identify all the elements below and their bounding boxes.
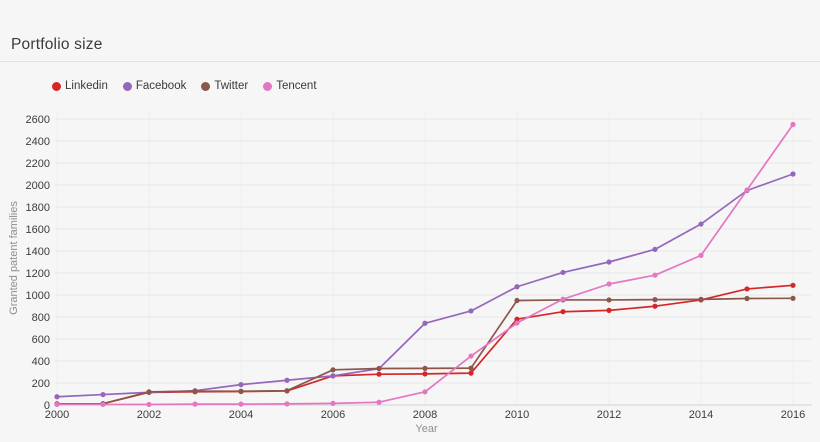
data-point-facebook[interactable] xyxy=(284,377,290,383)
data-point-tencent[interactable] xyxy=(790,121,796,128)
legend-marker-icon xyxy=(201,81,211,91)
data-point-tencent[interactable] xyxy=(698,252,704,258)
y-tick-label: 400 xyxy=(32,356,50,368)
panel-header: Portfolio size xyxy=(0,0,820,62)
x-tick-label: 2014 xyxy=(689,409,713,421)
data-point-tencent[interactable] xyxy=(514,320,520,326)
data-point-linkedin[interactable] xyxy=(468,370,474,376)
page-title: Portfolio size xyxy=(11,36,103,53)
y-tick-label: 0 xyxy=(44,400,50,412)
x-tick-label: 2008 xyxy=(413,409,437,421)
y-axis-title: Granted patent families xyxy=(8,201,20,315)
data-point-tencent[interactable] xyxy=(468,353,474,359)
legend-item-facebook[interactable]: Facebook xyxy=(122,80,187,92)
data-point-twitter[interactable] xyxy=(146,389,152,395)
data-point-linkedin[interactable] xyxy=(376,371,382,377)
data-point-linkedin[interactable] xyxy=(606,307,612,313)
x-tick-label: 2006 xyxy=(321,409,345,421)
x-tick-label: 2010 xyxy=(505,409,529,421)
data-point-tencent[interactable] xyxy=(284,401,290,407)
data-point-facebook[interactable] xyxy=(422,320,428,326)
data-point-twitter[interactable] xyxy=(192,388,198,394)
x-tick-label: 2002 xyxy=(137,409,161,421)
legend-label: Facebook xyxy=(135,80,187,92)
data-point-tencent[interactable] xyxy=(100,401,106,408)
data-point-linkedin[interactable] xyxy=(560,309,566,315)
data-point-twitter[interactable] xyxy=(606,297,612,303)
data-point-linkedin[interactable] xyxy=(422,371,428,377)
data-point-tencent[interactable] xyxy=(376,399,382,405)
data-point-tencent[interactable] xyxy=(238,401,244,407)
data-point-tencent[interactable] xyxy=(54,401,60,408)
data-point-twitter[interactable] xyxy=(790,295,796,301)
x-tick-label: 2016 xyxy=(781,409,805,421)
legend-item-twitter[interactable]: Twitter xyxy=(201,80,248,92)
y-tick-label: 1600 xyxy=(26,224,50,236)
y-tick-label: 2000 xyxy=(26,180,50,192)
data-point-facebook[interactable] xyxy=(560,269,566,276)
x-tick-label: 2012 xyxy=(597,409,621,421)
data-point-facebook[interactable] xyxy=(606,259,612,265)
legend-label: Linkedin xyxy=(65,80,108,92)
legend-item-linkedin[interactable]: Linkedin xyxy=(52,80,108,92)
data-point-twitter[interactable] xyxy=(698,296,704,302)
data-point-linkedin[interactable] xyxy=(514,316,520,322)
data-point-facebook[interactable] xyxy=(698,221,704,227)
y-tick-label: 600 xyxy=(32,334,50,346)
y-tick-label: 200 xyxy=(32,378,50,390)
data-point-tencent[interactable] xyxy=(422,389,428,395)
y-tick-label: 2200 xyxy=(26,158,50,170)
data-point-linkedin[interactable] xyxy=(744,286,750,292)
y-tick-label: 1000 xyxy=(26,290,50,302)
data-point-twitter[interactable] xyxy=(652,297,658,303)
data-point-linkedin[interactable] xyxy=(790,282,796,288)
legend-marker-icon xyxy=(122,81,132,91)
data-point-twitter[interactable] xyxy=(238,388,244,394)
y-tick-label: 2600 xyxy=(26,114,50,126)
data-point-twitter[interactable] xyxy=(468,365,474,371)
legend-item-tencent[interactable]: Tencent xyxy=(263,80,317,92)
data-point-tencent[interactable] xyxy=(330,400,336,406)
data-point-facebook[interactable] xyxy=(54,394,60,400)
y-tick-label: 2400 xyxy=(26,136,50,148)
data-point-linkedin[interactable] xyxy=(652,303,658,309)
y-tick-label: 1400 xyxy=(26,246,50,258)
data-point-tencent[interactable] xyxy=(146,401,152,408)
data-point-facebook[interactable] xyxy=(330,373,336,379)
data-point-facebook[interactable] xyxy=(514,284,520,290)
data-point-twitter[interactable] xyxy=(744,295,750,302)
legend-label: Twitter xyxy=(214,80,249,92)
y-tick-label: 1800 xyxy=(26,202,50,214)
data-point-tencent[interactable] xyxy=(744,187,750,193)
legend-marker-icon xyxy=(52,81,61,91)
data-point-facebook[interactable] xyxy=(652,246,658,252)
x-tick-label: 2004 xyxy=(229,409,253,421)
data-point-twitter[interactable] xyxy=(330,367,336,373)
legend-marker-icon xyxy=(263,81,273,91)
data-point-tencent[interactable] xyxy=(652,272,658,278)
data-point-twitter[interactable] xyxy=(376,365,382,372)
legend-label: Tencent xyxy=(276,80,317,92)
data-point-facebook[interactable] xyxy=(100,391,106,398)
chart-legend: Linkedin Facebook Twitter Tencent xyxy=(52,78,317,94)
data-point-twitter[interactable] xyxy=(514,297,520,304)
data-point-facebook[interactable] xyxy=(468,308,474,314)
x-axis-title: Year xyxy=(415,423,438,435)
data-point-tencent[interactable] xyxy=(192,401,198,407)
data-point-tencent[interactable] xyxy=(606,281,612,287)
data-point-twitter[interactable] xyxy=(422,365,428,371)
x-tick-label: 2000 xyxy=(45,409,69,421)
data-point-tencent[interactable] xyxy=(560,296,566,302)
data-point-twitter[interactable] xyxy=(284,388,290,394)
y-tick-label: 800 xyxy=(32,312,50,324)
data-point-facebook[interactable] xyxy=(790,171,796,177)
y-tick-label: 1200 xyxy=(26,268,50,280)
data-point-facebook[interactable] xyxy=(238,382,244,388)
